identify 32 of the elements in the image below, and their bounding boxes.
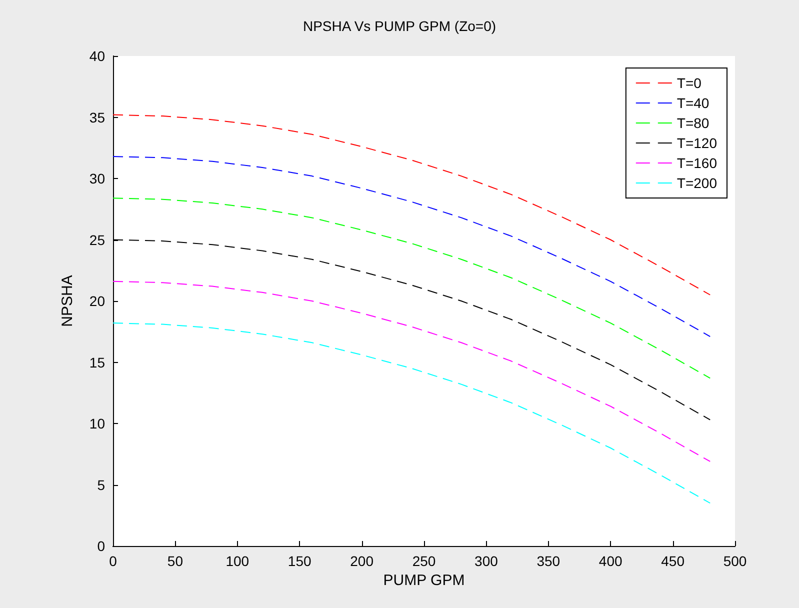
legend-label: T=80 — [676, 115, 710, 131]
y-tick-label: 15 — [89, 354, 106, 370]
x-tick-label: 200 — [350, 553, 374, 569]
x-tick-label: 100 — [226, 553, 250, 569]
x-tick-label: 50 — [167, 553, 184, 569]
line-series — [112, 198, 711, 379]
x-tick-label: 450 — [661, 553, 685, 569]
y-tick-label: 30 — [89, 170, 106, 186]
x-tick-label: 350 — [536, 553, 560, 569]
legend-label: T=40 — [676, 95, 710, 111]
chart-title: NPSHA Vs PUMP GPM (Zo=0) — [302, 18, 496, 34]
x-tick-label: 300 — [474, 553, 498, 569]
x-tick-label: 0 — [109, 553, 118, 569]
y-tick-label: 10 — [89, 416, 106, 432]
y-tick-label: 35 — [89, 109, 106, 126]
y-tick-label: 5 — [97, 476, 106, 493]
y-tick-label: 25 — [89, 232, 106, 248]
x-tick-label: 150 — [288, 553, 312, 569]
y-axis-title: NPSHA — [59, 275, 76, 327]
line-series — [112, 322, 711, 504]
legend-label: T=0 — [676, 75, 702, 91]
legend-label: T=200 — [676, 175, 718, 191]
line-series — [112, 280, 711, 462]
legend-label: T=120 — [676, 135, 718, 151]
y-tick-label: 40 — [89, 48, 106, 64]
y-tick-label: 0 — [97, 538, 106, 554]
x-axis-title: PUMP GPM — [383, 572, 465, 589]
legend-label: T=160 — [676, 155, 718, 171]
x-tick-label: 500 — [723, 553, 747, 569]
y-tick-label: 20 — [89, 293, 106, 309]
x-tick-label: 400 — [598, 553, 622, 569]
x-tick-label: 250 — [412, 553, 436, 569]
